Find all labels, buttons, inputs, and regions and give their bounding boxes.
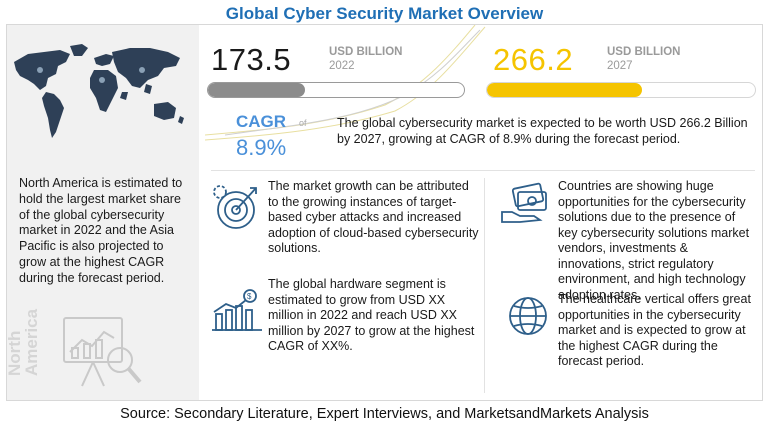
year-2027: 2027 — [607, 60, 633, 72]
progress-fill-2027 — [487, 83, 643, 97]
source-note: Source: Secondary Literature, Expert Int… — [120, 406, 649, 422]
feature-hardware-text: The global hardware segment is estimated… — [268, 277, 475, 353]
unit-2027: USD BILLION — [607, 46, 681, 58]
cagr-value: 8.9% — [236, 135, 287, 160]
progress-bar-2027 — [486, 82, 756, 98]
progress-fill-2022 — [208, 83, 306, 97]
page-title: Global Cyber Security Market Overview — [225, 4, 544, 23]
cagr-label: CAGR — [236, 112, 287, 131]
north-america-description: North America is estimated to hold the l… — [19, 176, 183, 285]
globe-shield-icon — [509, 297, 547, 335]
column-divider — [484, 178, 485, 393]
year-2022: 2022 — [329, 60, 355, 72]
region-label: North America — [5, 309, 62, 376]
region-label-line2: America — [22, 308, 41, 376]
market-value-2022: 173.5 — [211, 42, 292, 77]
progress-bar-2022 — [207, 82, 465, 98]
market-summary: The global cybersecurity market is expec… — [337, 116, 748, 146]
world-map-icon — [14, 44, 184, 138]
divider — [211, 170, 755, 171]
bar-chart-dollar-icon: $ — [212, 289, 262, 331]
feature-growth-text: The market growth can be attributed to t… — [268, 179, 479, 255]
target-gear-icon — [213, 185, 257, 229]
analytics-magnifier-icon — [63, 317, 142, 387]
unit-2022: USD BILLION — [329, 46, 403, 58]
market-value-2027: 266.2 — [493, 42, 574, 77]
svg-text:$: $ — [247, 292, 252, 301]
feature-countries-text: Countries are showing huge opportunities… — [558, 179, 750, 302]
cagr-connector: of — [299, 118, 307, 128]
feature-healthcare-text: The healthcare vertical offers great opp… — [558, 292, 751, 368]
money-hand-icon — [501, 182, 547, 223]
